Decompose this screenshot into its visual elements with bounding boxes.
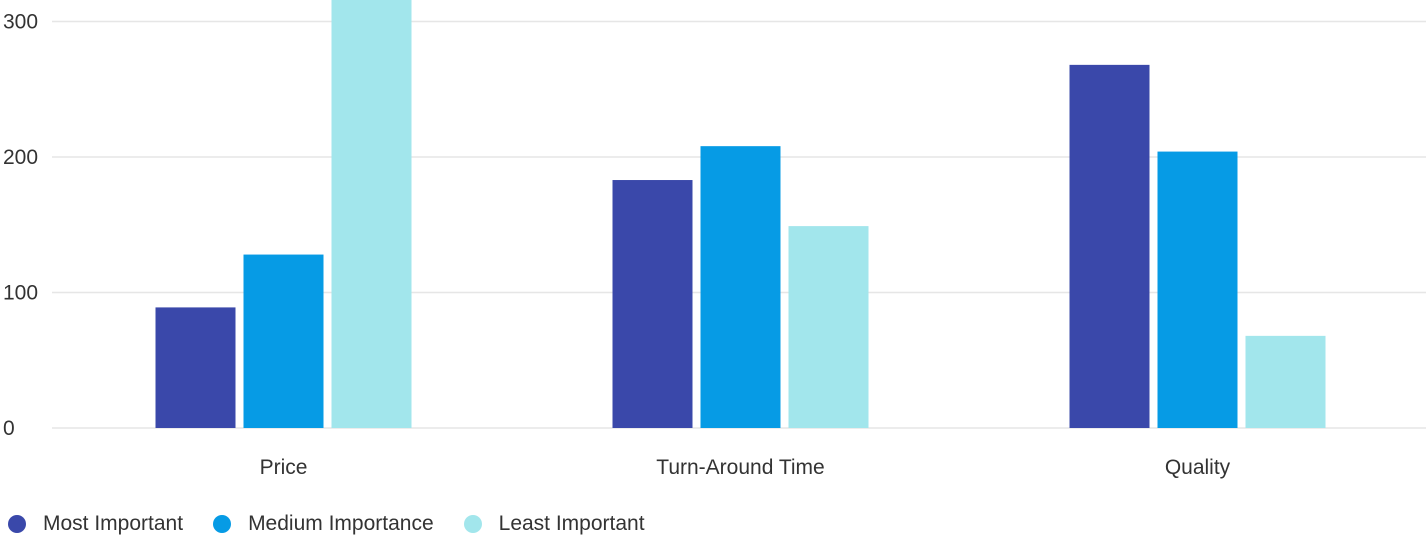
- legend-marker-icon: [213, 515, 232, 533]
- bar[interactable]: [788, 226, 869, 428]
- y-tick-label: 200: [3, 146, 38, 169]
- bar[interactable]: [1069, 64, 1150, 429]
- legend-marker-icon: [8, 515, 26, 533]
- legend-item-most-important[interactable]: Most Important: [8, 512, 183, 536]
- bar[interactable]: [1245, 335, 1326, 428]
- bar[interactable]: [243, 254, 324, 428]
- y-tick-label: 300: [3, 11, 38, 34]
- legend-item-medium-importance[interactable]: Medium Importance: [213, 512, 434, 536]
- x-tick-label: Quality: [1165, 456, 1231, 479]
- bar[interactable]: [155, 307, 236, 428]
- y-tick-label: 100: [3, 282, 38, 305]
- bar-chart: 0 100 200 300 Price Turn-Around Time Quality: [3, 0, 1426, 479]
- bar[interactable]: [700, 146, 781, 428]
- bar[interactable]: [1157, 151, 1238, 428]
- x-tick-label: Price: [260, 456, 308, 479]
- legend-label: Least Important: [498, 512, 645, 535]
- bar[interactable]: [331, 0, 412, 428]
- legend-marker-icon: [463, 515, 482, 533]
- legend-label: Medium Importance: [248, 512, 434, 535]
- bar[interactable]: [612, 180, 693, 428]
- y-tick-label: 0: [3, 417, 15, 440]
- legend-label: Most Important: [43, 512, 184, 535]
- legend-item-least-important[interactable]: Least Important: [463, 512, 645, 536]
- legend: Most Important Medium Importance Least I…: [8, 511, 675, 537]
- x-tick-label: Turn-Around Time: [656, 456, 824, 479]
